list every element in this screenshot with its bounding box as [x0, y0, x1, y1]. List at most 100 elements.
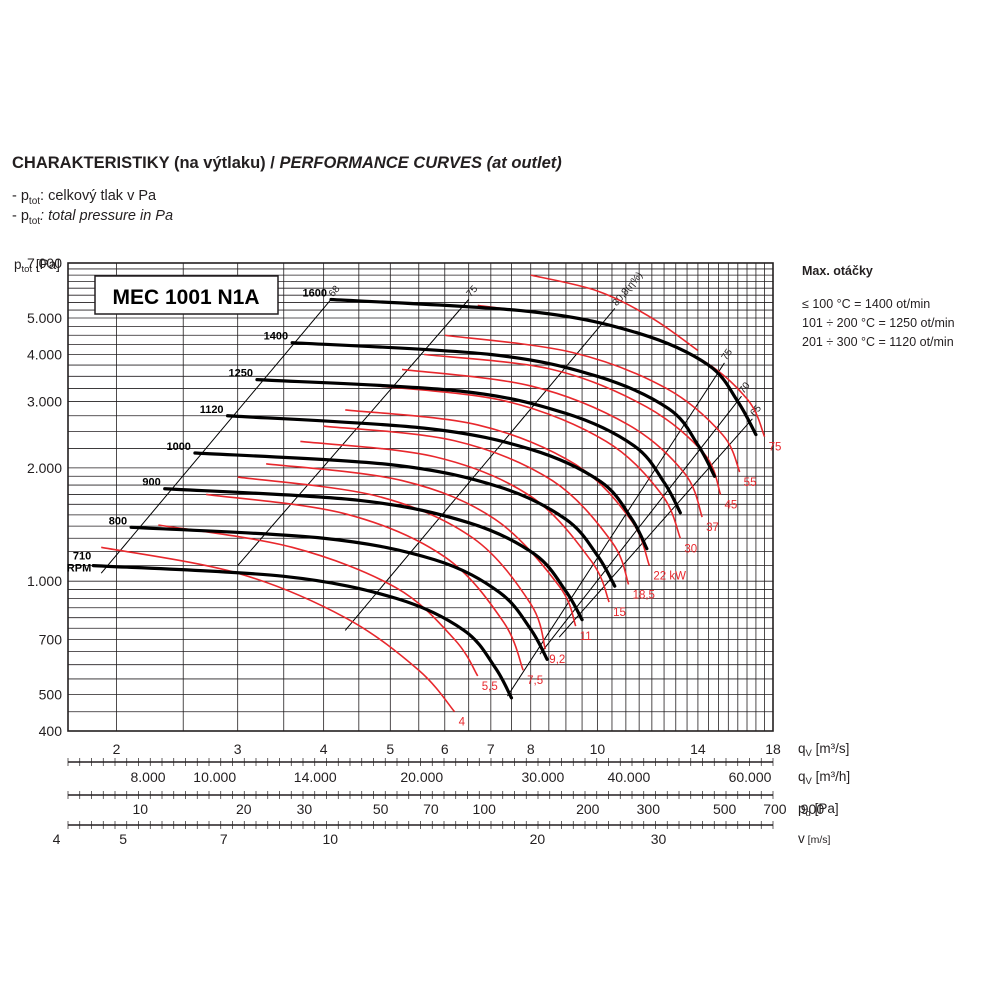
power-label: 15 — [613, 607, 626, 619]
efficiency-label: 75 — [465, 284, 481, 300]
power-label: 37 — [706, 522, 719, 534]
x-tick-label: 18 — [765, 741, 781, 757]
y-tick-label: 5.000 — [27, 310, 62, 326]
chart-heading: CHARAKTERISTIKY (na výtlaku) / PERFORMAN… — [12, 154, 562, 173]
axis-label: pd [Pa] — [798, 801, 839, 819]
speed-curve — [255, 378, 682, 515]
x-tick-label: 40.000 — [607, 769, 650, 785]
plot-frame — [67, 262, 774, 732]
x-tick-label: 50 — [373, 801, 389, 817]
x-tick-label: 10 — [590, 741, 606, 757]
power-curve — [237, 476, 547, 650]
speed-curve — [163, 487, 584, 622]
x-tick-label: 10.000 — [193, 769, 236, 785]
y-tick-label: 500 — [39, 687, 63, 703]
heading-cz-paren: (na výtlaku) / — [173, 154, 275, 172]
y-tick-label: 400 — [39, 723, 63, 739]
max-speed-line: ≤ 100 °C = 1400 ot/min — [802, 297, 931, 311]
x-tick-label: 30.000 — [522, 769, 565, 785]
x-tick-label: 300 — [637, 801, 661, 817]
power-label: 75 — [769, 442, 782, 454]
power-label: 11 — [580, 631, 592, 643]
x-tick-label: 10 — [322, 831, 338, 847]
speed-curve — [129, 525, 549, 661]
x-tick-label: 700 — [763, 801, 787, 817]
y-tick-label: 4.000 — [27, 347, 62, 363]
heading-cz: CHARAKTERISTIKY — [12, 154, 170, 172]
speed-label: 1120 — [200, 404, 224, 416]
x-tick-label: 900 — [801, 801, 825, 817]
model-name: MEC 1001 N1A — [112, 286, 259, 309]
x-tick-label: 4 — [320, 741, 328, 757]
speed-label: 1250 — [228, 368, 252, 380]
y-tick-label: 700 — [39, 631, 63, 647]
max-speed-box: Max. otáčky ≤ 100 °C = 1400 ot/min 101 ÷… — [802, 262, 955, 352]
power-curve — [378, 385, 682, 539]
power-curve — [323, 425, 630, 585]
speed-curve — [329, 297, 758, 437]
x-tick-label: 5 — [386, 741, 394, 757]
x-tick-label: 5 — [119, 831, 127, 847]
efficiency-label: 75 — [720, 347, 736, 363]
power-label: 22 kW — [653, 571, 686, 583]
x-tick-label: 3 — [234, 741, 242, 757]
efficiency-line — [344, 308, 616, 631]
x-tick-label: 200 — [576, 801, 600, 817]
heading-en: PERFORMANCE CURVES (at outlet) — [279, 154, 562, 172]
axis-label: qV [m³/h] — [798, 769, 850, 787]
x-tick-label: 20 — [530, 831, 546, 847]
x-tick-label: 500 — [713, 801, 737, 817]
y-tick-label: 3.000 — [27, 394, 62, 410]
power-curve — [401, 368, 703, 518]
power-curve — [444, 334, 741, 473]
speed-curve — [193, 451, 617, 588]
power-curve — [206, 493, 524, 671]
x-tick-label: 100 — [473, 801, 497, 817]
max-speed-line: 201 ÷ 300 °C = 1120 ot/min — [802, 335, 954, 349]
speed-label-rpm: RPM — [67, 563, 91, 575]
chart-labels: 7.000 5.000 4.000 3.000 2.000 1.000 700 500 400 p… — [14, 255, 62, 739]
x-tick-label: 6 — [441, 741, 449, 757]
speed-label: 900 — [142, 477, 160, 489]
speed-curve — [225, 414, 649, 551]
x-tick-label: 8.000 — [131, 769, 166, 785]
speed-label: 1400 — [264, 331, 288, 343]
power-label: 45 — [725, 499, 738, 511]
power-curve — [101, 546, 456, 713]
x-tick-label: 60.000 — [729, 769, 772, 785]
speed-curve — [91, 563, 514, 700]
efficiency-label: 68 — [327, 283, 343, 299]
x-tick-label: 7 — [220, 831, 228, 847]
axis-label: v [m/s] — [798, 831, 830, 846]
x-axes: 2 3 4 5 6 7 8 10 14 18 qV [m³/s] 8.000 10.000 14.000 2… — [53, 741, 850, 847]
y-tick-label: 1.000 — [27, 573, 62, 589]
y-tick-label: 2.000 — [27, 460, 62, 476]
max-speed-line: 101 ÷ 200 °C = 1250 ot/min — [802, 316, 955, 330]
model-box — [94, 275, 279, 315]
speed-label: 1000 — [166, 441, 190, 453]
x-tick-label: 7 — [487, 741, 495, 757]
speed-label: 1600 — [303, 287, 327, 299]
legend-line-en: - ptot: total pressure in Pa — [12, 208, 174, 227]
x-tick-label: 70 — [423, 801, 439, 817]
power-label: 30 — [684, 543, 697, 555]
x-tick-label: 14 — [690, 741, 706, 757]
legend-line-cz: - ptot: celkový tlak v Pa — [12, 188, 157, 207]
x-tick-label: 20.000 — [400, 769, 443, 785]
y-axis-label: ptot [Pa] — [14, 257, 60, 275]
x-tick-label: 10 — [132, 801, 148, 817]
speed-label: 800 — [109, 515, 127, 527]
efficiency-line — [539, 395, 742, 655]
power-curve — [424, 353, 722, 495]
x-tick-label: 8 — [527, 741, 535, 757]
axis-label: qV [m³/s] — [798, 741, 849, 759]
power-label: 7,5 — [527, 675, 543, 687]
x-tick-label: 20 — [236, 801, 252, 817]
power-label: 5,5 — [482, 681, 498, 693]
x-tick-label: 4 — [53, 831, 61, 847]
grid — [67, 262, 774, 732]
efficiency-line — [237, 299, 470, 566]
power-label: 18,5 — [633, 589, 655, 601]
